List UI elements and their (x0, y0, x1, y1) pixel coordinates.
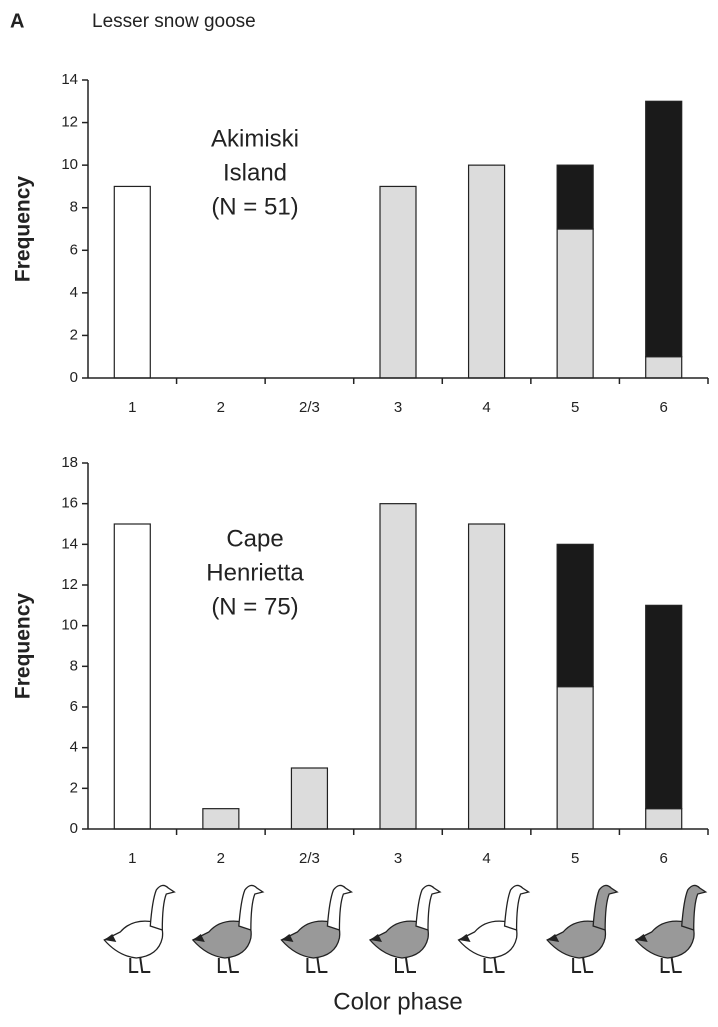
y-tick-label: 2 (70, 779, 78, 796)
bar (467, 164, 506, 379)
goose-tail (104, 934, 117, 942)
x-tick-label: 4 (482, 850, 490, 867)
y-axis-label: Frequency (12, 176, 35, 283)
x-tick-label: 1 (128, 399, 136, 416)
y-tick-label: 10 (61, 617, 78, 634)
y-tick-label: 4 (70, 739, 78, 756)
panel-label: A (10, 10, 24, 32)
goose-legs (660, 957, 682, 973)
x-tick-label: 2/3 (299, 399, 320, 416)
y-tick-label: 8 (70, 657, 78, 674)
goose-neck (681, 884, 708, 931)
goose-tail (281, 934, 294, 942)
goose-legs (572, 957, 594, 973)
goose-body (546, 920, 607, 959)
goose-tail (635, 934, 648, 942)
x-tick-label: 5 (571, 399, 579, 416)
goose-icon (546, 884, 619, 973)
x-tick-label: 6 (660, 850, 668, 867)
y-tick-label: 2 (70, 326, 78, 343)
goose-body (368, 920, 429, 959)
bar (556, 164, 594, 230)
bar (379, 503, 417, 830)
goose-icon (103, 884, 176, 973)
y-tick-label: 6 (70, 241, 78, 258)
goose-icon (368, 884, 442, 973)
goose-legs (306, 957, 328, 973)
annotation: Cape (226, 525, 283, 552)
x-tick-label: 2 (217, 399, 225, 416)
bar (379, 185, 417, 379)
y-tick-label: 8 (70, 199, 78, 216)
goose-body (103, 920, 164, 959)
annotation: Island (223, 159, 287, 186)
goose-neck (503, 884, 531, 931)
goose-legs (483, 957, 505, 973)
goose-body (280, 920, 341, 959)
bar (113, 523, 151, 830)
goose-body (457, 920, 518, 959)
figure-title: Lesser snow goose (92, 11, 256, 32)
x-tick-label: 4 (482, 399, 490, 416)
bar (290, 767, 329, 830)
bar (645, 604, 683, 810)
goose-tail (370, 934, 382, 942)
goose-neck (326, 884, 354, 931)
goose-icon (634, 884, 708, 973)
bar (467, 523, 506, 830)
goose-tail (458, 934, 471, 942)
x-tick-label: 6 (660, 399, 668, 416)
goose-neck (238, 884, 265, 931)
y-tick-label: 16 (61, 495, 78, 512)
y-tick-label: 0 (70, 369, 78, 386)
goose-legs (395, 957, 416, 973)
goose-neck (415, 884, 442, 931)
annotation: Henrietta (206, 559, 304, 586)
annotation: Akimiski (211, 125, 299, 152)
y-axis-label: Frequency (12, 593, 35, 700)
x-tick-label: 3 (394, 850, 402, 867)
x-tick-label: 1 (128, 850, 136, 867)
goose-icon (191, 884, 265, 973)
y-tick-label: 6 (70, 698, 78, 715)
goose-legs (129, 957, 151, 973)
goose-neck (592, 884, 619, 931)
goose-body (634, 920, 695, 959)
x-axis-label: Color phase (333, 988, 462, 1015)
bar (556, 543, 594, 688)
y-tick-label: 14 (61, 535, 78, 552)
y-tick-label: 18 (61, 454, 78, 471)
bar (645, 356, 683, 379)
annotation: (N = 75) (211, 593, 298, 620)
bar (556, 228, 594, 379)
y-tick-label: 12 (61, 114, 78, 131)
annotation: (N = 51) (211, 193, 298, 220)
x-tick-label: 5 (571, 850, 579, 867)
goose-neck (149, 884, 176, 931)
goose-legs (217, 957, 239, 973)
bar (556, 686, 594, 830)
x-tick-label: 2 (217, 850, 225, 867)
bar (645, 100, 683, 358)
y-tick-label: 12 (61, 576, 78, 593)
goose-tail (547, 934, 560, 942)
x-tick-label: 3 (394, 399, 402, 416)
y-tick-label: 10 (61, 156, 78, 173)
goose-icon (457, 884, 531, 973)
bar (202, 808, 240, 830)
y-tick-label: 0 (70, 820, 78, 837)
goose-icon (280, 884, 354, 973)
goose-tail (192, 934, 205, 942)
bar (113, 185, 151, 379)
y-tick-label: 14 (61, 71, 78, 88)
y-tick-label: 4 (70, 284, 78, 301)
goose-body (191, 920, 252, 959)
x-tick-label: 2/3 (299, 850, 320, 867)
bar (645, 808, 683, 830)
